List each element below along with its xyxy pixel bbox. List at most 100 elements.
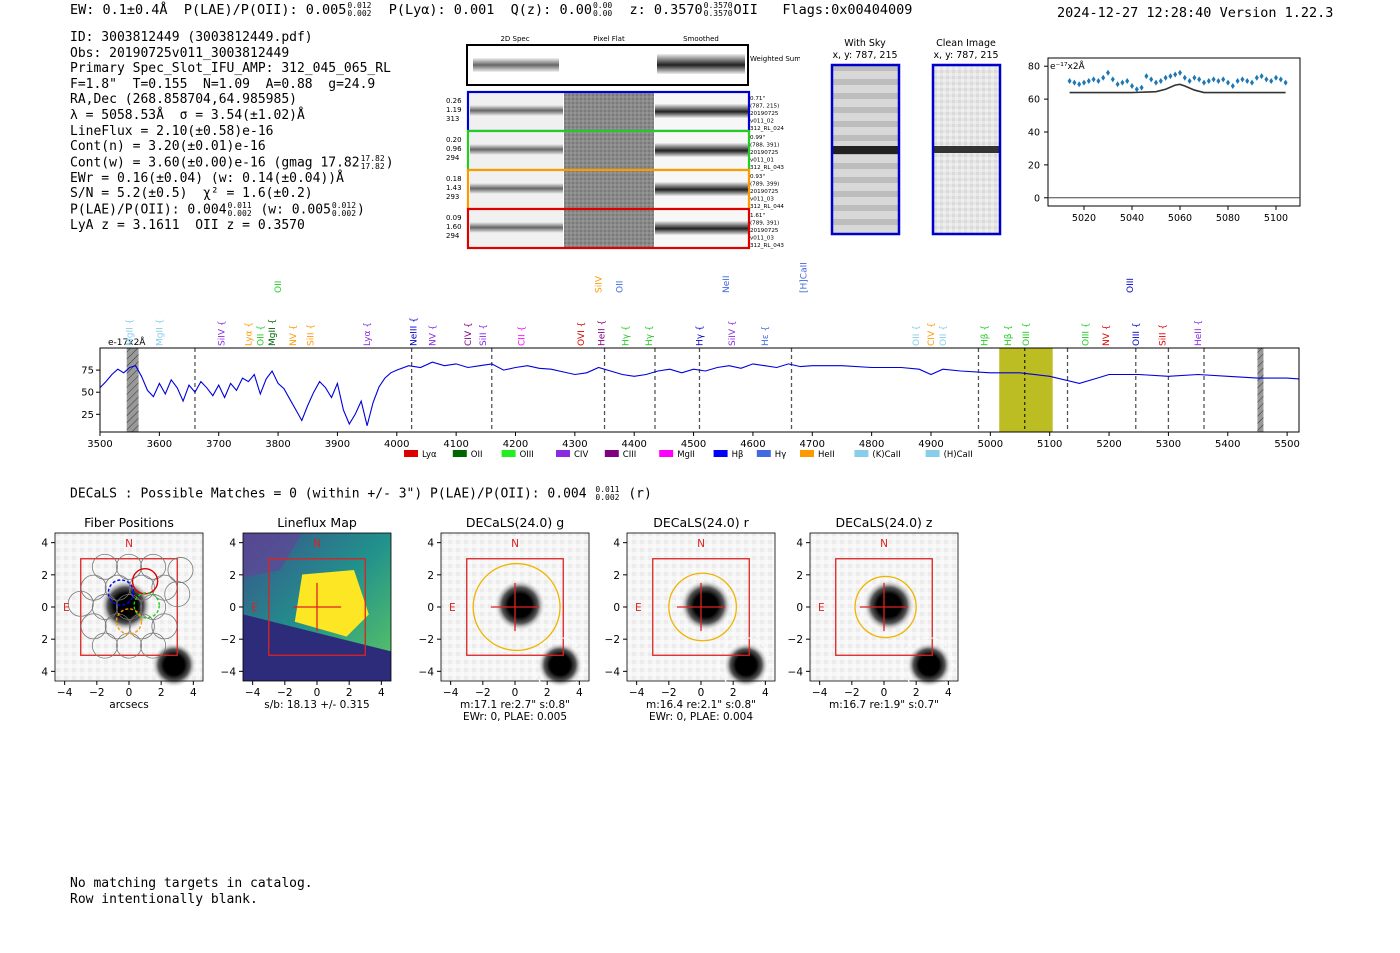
clean-coords: x, y: 787, 215 bbox=[933, 50, 998, 61]
panel-ytick-label: 4 bbox=[41, 538, 48, 550]
version: Version 1.22.3 bbox=[1219, 5, 1334, 21]
zoom-ytick-label: 20 bbox=[1028, 160, 1040, 171]
info-id: ID: 3003812449 (3003812449.pdf) bbox=[70, 30, 313, 45]
spectrum-xtick-label: 5200 bbox=[1096, 439, 1121, 450]
zoom-xtick-label: 5100 bbox=[1264, 213, 1288, 224]
info-contw: Cont(w) = 3.60(±0.00)e-16 (gmag 17.82 bbox=[70, 155, 360, 171]
zoom-data-point bbox=[1197, 76, 1202, 83]
panel-ytick-label: 2 bbox=[796, 570, 803, 582]
cutout-row-meta: v011_01 bbox=[750, 158, 774, 164]
east-label: E bbox=[251, 602, 258, 614]
info-ewr: EWr = 0.16(±0.04) (w: 0.14(±0.04))Å bbox=[70, 170, 344, 186]
flux-map-bright-region bbox=[294, 570, 369, 637]
fiber-circle bbox=[116, 553, 142, 580]
legend-label: Lyα bbox=[422, 450, 437, 460]
fiber-circle bbox=[104, 613, 131, 640]
zoom-data-point bbox=[1149, 76, 1154, 83]
fiber-circle bbox=[80, 574, 107, 601]
spectral-line-label: HeII { bbox=[1194, 320, 1204, 346]
cutout-row-value: 1.60 bbox=[446, 223, 462, 231]
panel-ytick-label: 0 bbox=[796, 602, 803, 614]
legend-swatch bbox=[925, 450, 940, 457]
fiber-highlight bbox=[131, 568, 159, 595]
image-panel: DECaLS(24.0) g N E −4 −4 −2 −2 0 0 2 2 4 4 m:17.1 re:… bbox=[419, 515, 590, 723]
flux-map-purple-region bbox=[243, 533, 303, 578]
decals-suffix: (r) bbox=[628, 486, 652, 502]
panel-ytick-label: 0 bbox=[427, 602, 434, 614]
panel-ytick-label: 0 bbox=[229, 602, 236, 614]
clean-title: Clean Image bbox=[936, 38, 996, 49]
legend-swatch bbox=[404, 450, 418, 457]
spectrum-xtick-label: 3800 bbox=[265, 439, 290, 450]
cutout-2dspec-streak bbox=[470, 183, 563, 194]
spectrum-ylabel: e-17x2Å bbox=[108, 336, 146, 348]
cutout-row-value: 294 bbox=[446, 232, 460, 240]
panel-ytick-label: 0 bbox=[613, 602, 620, 614]
neighbor-ellipse bbox=[718, 637, 771, 690]
panel-ytick-label: 2 bbox=[41, 570, 48, 582]
spectral-line-label: SiIV { bbox=[218, 320, 228, 346]
zoom-model-line bbox=[1069, 83, 1286, 94]
panel-caption: m:16.7 re:1.9" s:0.7" bbox=[829, 699, 939, 711]
image-panel: DECaLS(24.0) r N E −4 −4 −2 −2 0 0 2 2 4 4 m:16.4 re:… bbox=[605, 515, 776, 723]
zoom-data-point bbox=[1125, 78, 1130, 85]
zoom-plot-frame bbox=[1047, 57, 1301, 207]
cutout-row-meta: 20190725 bbox=[750, 150, 779, 156]
panel-caption2: EWr: 0, PLAE: 0.005 bbox=[463, 711, 567, 723]
header-meta: 2024-12-27 12:28:40 Version 1.22.3 bbox=[1057, 5, 1333, 21]
panel-xtick-label: 0 bbox=[314, 687, 321, 699]
source-blob bbox=[863, 579, 915, 632]
fiber-circle bbox=[151, 574, 178, 601]
cutout-row-meta: v011_03 bbox=[750, 236, 774, 242]
spectrum-plot-frame bbox=[99, 347, 1300, 433]
cutout-2dspec-streak bbox=[470, 222, 563, 233]
spectral-line-label: CIV { bbox=[464, 322, 474, 346]
info-plae-w-lo: 0.002 bbox=[331, 209, 357, 219]
zoom-data-point bbox=[1178, 69, 1182, 76]
spectral-line-label: SiII { bbox=[1158, 324, 1168, 346]
zoom-data-point bbox=[1240, 76, 1245, 83]
spectrum-xtick-label: 4300 bbox=[562, 439, 587, 450]
legend-label: CIII bbox=[623, 450, 636, 460]
panel-title: DECaLS(24.0) z bbox=[836, 515, 933, 530]
spectral-line-label: Hγ { bbox=[645, 325, 655, 346]
info-plae-row: P(LAE)/P(OII): 0.004 0.011 0.002 (w: 0.005… bbox=[70, 201, 365, 219]
spectral-line-label: OIII { bbox=[1022, 322, 1032, 346]
spectral-line-label: Hβ { bbox=[1004, 325, 1014, 346]
spectral-line-label: OII { bbox=[912, 325, 922, 346]
spectral-line-label: CIV { bbox=[927, 322, 937, 346]
decals-summary: DECaLS : Possible Matches = 0 (within +/… bbox=[70, 486, 652, 502]
cutout-row-meta: (789, 399) bbox=[750, 182, 779, 188]
withsky-coords: x, y: 787, 215 bbox=[832, 50, 897, 61]
cutout-row-meta: v011_03 bbox=[750, 197, 774, 203]
contw-hi: 17.82 bbox=[360, 153, 385, 163]
info-lya: LyA z = 3.1611 OII z = 0.3570 bbox=[70, 218, 305, 234]
datetime: 2024-12-27 12:28:40 bbox=[1057, 5, 1212, 21]
legend-label: HeII bbox=[818, 450, 835, 460]
cutout-row-meta: 312_RL_043 bbox=[750, 165, 784, 171]
plae-hi: 0.012 bbox=[347, 1, 372, 10]
masked-region bbox=[1257, 348, 1264, 432]
spectrum-xtick-label: 4000 bbox=[384, 439, 409, 450]
spectral-line-label: OIII { bbox=[1081, 322, 1091, 346]
cutout-pixelflat bbox=[564, 93, 654, 130]
footer-notes: No matching targets in catalog. Row inte… bbox=[70, 876, 313, 907]
spectral-line-label: Lyα { bbox=[244, 322, 254, 346]
zoom-data-point bbox=[1173, 71, 1178, 78]
spectral-line-label-high: NeII bbox=[722, 275, 732, 293]
col-label-pixelflat: Pixel Flat bbox=[593, 35, 625, 43]
fiber-circle bbox=[140, 632, 167, 659]
panel-caption2: EWr: 0, PLAE: 0.004 bbox=[649, 711, 753, 723]
cutout-row-value: 1.43 bbox=[446, 184, 462, 192]
image-panel: Fiber Positions N E −4 −4 −2 −2 0 0 2 2 4 4 arcsecs bbox=[40, 515, 204, 711]
clean-image bbox=[931, 63, 1002, 236]
spectral-line-label: NV { bbox=[1102, 325, 1112, 346]
weighted-label: Weighted Sum bbox=[750, 55, 800, 63]
panel-xtick-label: −4 bbox=[57, 687, 73, 699]
fiber-circle bbox=[67, 590, 94, 617]
panel-title: Lineflux Map bbox=[277, 515, 357, 530]
spectral-line-label: HeII { bbox=[598, 320, 608, 346]
zoom-data-point bbox=[1134, 86, 1139, 93]
cutout-row-meta: (789, 391) bbox=[750, 221, 779, 227]
